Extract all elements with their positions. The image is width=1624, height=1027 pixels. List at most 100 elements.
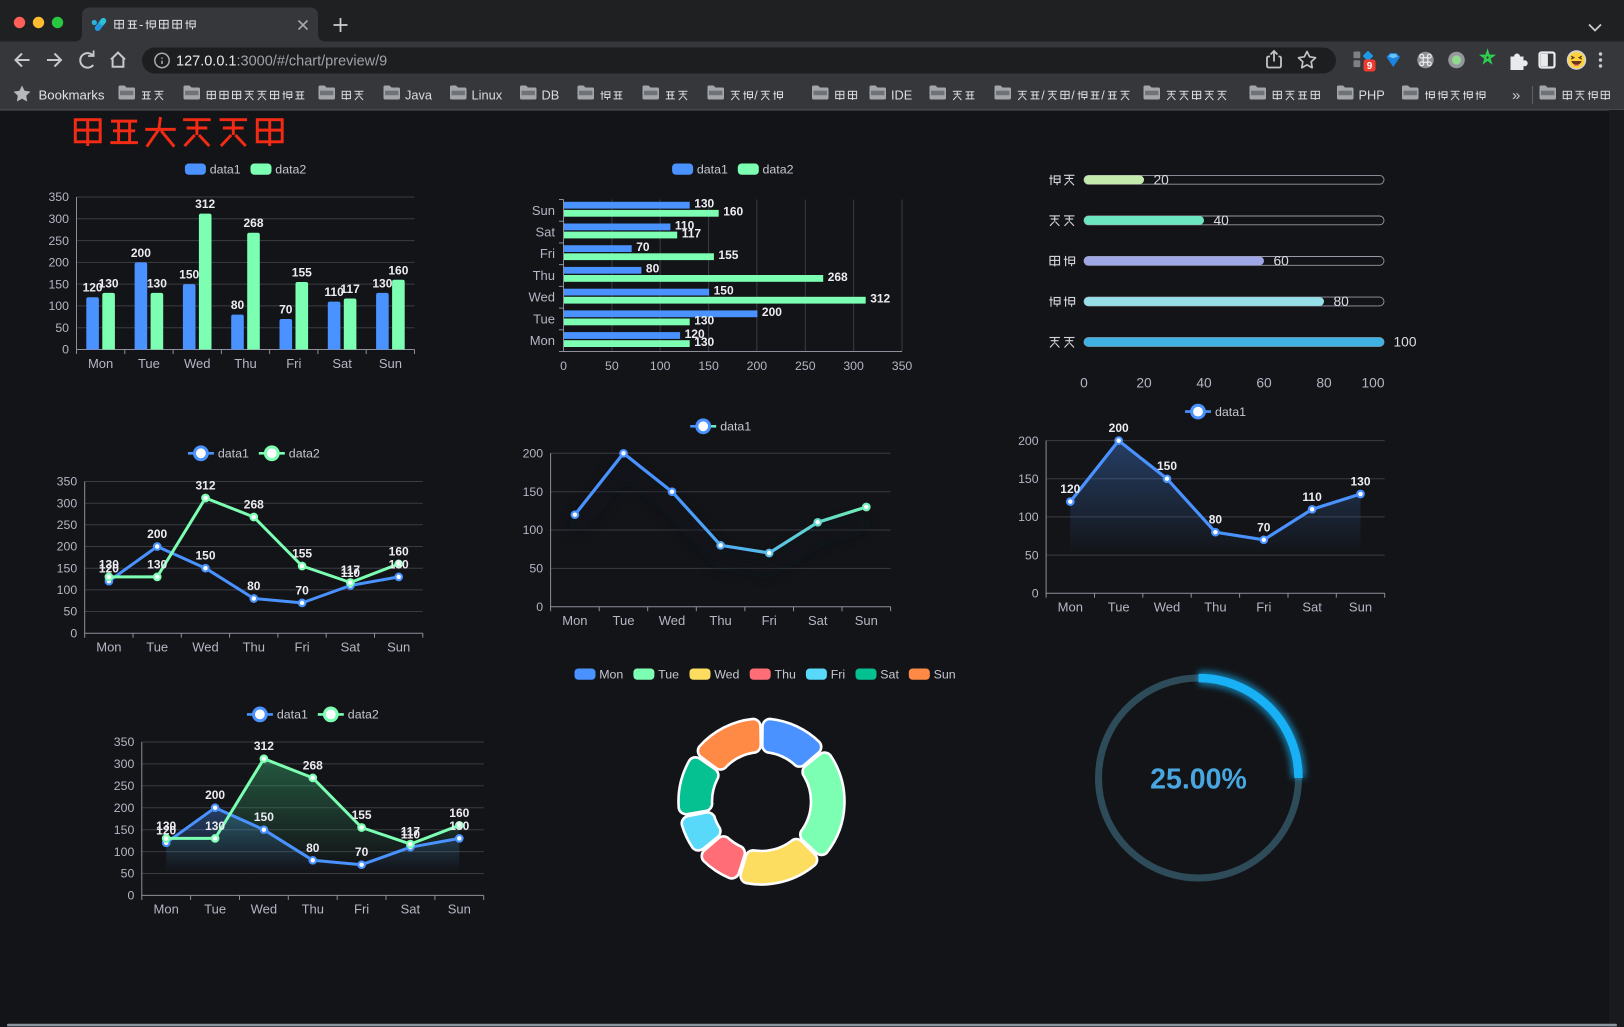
svg-text:312: 312 [254,739,274,753]
svg-text:data2: data2 [763,162,794,176]
svg-text:Sat: Sat [341,640,361,655]
svg-text:130: 130 [99,276,119,290]
svg-text:»: » [1512,87,1520,104]
svg-text:50: 50 [64,605,78,619]
svg-text:0: 0 [70,626,77,640]
svg-text:250: 250 [48,234,69,248]
svg-text:312: 312 [195,479,215,493]
svg-text:data1: data1 [277,708,308,722]
svg-text:117: 117 [682,226,702,240]
svg-text:120: 120 [1060,482,1080,496]
svg-text:Mon: Mon [1058,600,1083,615]
svg-text:20: 20 [1136,376,1152,391]
svg-text:Linux: Linux [472,88,503,103]
svg-text:200: 200 [48,256,69,270]
svg-text:350: 350 [57,475,78,489]
svg-text:0: 0 [560,359,567,373]
svg-text:268: 268 [303,758,323,772]
svg-text:70: 70 [1257,520,1271,534]
svg-text:300: 300 [843,359,864,373]
svg-text:200: 200 [147,527,167,541]
svg-text:268: 268 [244,498,264,512]
svg-text:100: 100 [57,583,78,597]
svg-text:130: 130 [694,335,714,349]
svg-text:130: 130 [694,313,714,327]
svg-text:150: 150 [57,561,78,575]
svg-text:200: 200 [1018,434,1039,448]
svg-text:80: 80 [1334,294,1350,309]
svg-text:117: 117 [401,825,421,839]
svg-text:160: 160 [449,806,469,820]
svg-text:80: 80 [1316,376,1332,391]
svg-text:80: 80 [306,841,320,855]
svg-text:Mon: Mon [562,613,587,628]
svg-text:data1: data1 [1215,405,1246,419]
svg-text:Tue: Tue [658,667,679,681]
svg-text:130: 130 [99,557,119,571]
svg-text:data2: data2 [289,447,320,461]
svg-text:50: 50 [121,867,135,881]
svg-text:150: 150 [114,823,135,837]
svg-text:300: 300 [57,496,78,510]
svg-text:100: 100 [1361,376,1384,391]
svg-text:110: 110 [675,218,695,232]
svg-text:130: 130 [372,276,392,290]
svg-text:Thu: Thu [302,902,324,917]
svg-text:Wed: Wed [1154,600,1181,615]
svg-text:117: 117 [341,563,361,577]
svg-text:50: 50 [605,359,619,373]
svg-text:-: - [139,17,143,32]
svg-text:312: 312 [195,197,215,211]
svg-text:200: 200 [131,246,151,260]
svg-text:130: 130 [449,819,469,833]
svg-text:20: 20 [1154,172,1170,187]
svg-text:Tue: Tue [1108,600,1130,615]
svg-text:110: 110 [1302,490,1322,504]
svg-text:Wed: Wed [659,613,686,628]
svg-text:50: 50 [529,562,543,576]
svg-text:200: 200 [762,305,782,319]
svg-text:Thu: Thu [775,667,796,681]
svg-text:Fri: Fri [286,356,301,371]
svg-text:0: 0 [536,600,543,614]
svg-text:data1: data1 [218,447,249,461]
svg-text:150: 150 [1018,472,1039,486]
svg-text:Sun: Sun [379,356,402,371]
svg-text:Tue: Tue [146,640,168,655]
svg-text:350: 350 [892,359,913,373]
svg-text:60: 60 [1256,376,1272,391]
svg-text::3000/#/chart/preview/9: :3000/#/chart/preview/9 [237,54,388,70]
svg-text:IDE: IDE [891,88,912,103]
svg-text:150: 150 [254,810,274,824]
svg-text:130: 130 [1350,475,1370,489]
svg-text:70: 70 [279,303,293,317]
svg-text:130: 130 [205,819,225,833]
svg-text:200: 200 [114,801,135,815]
svg-text:120: 120 [156,823,176,837]
svg-text:130: 130 [389,557,409,571]
svg-text:350: 350 [48,190,69,204]
svg-text:Fri: Fri [540,246,555,261]
svg-text:Sun: Sun [1349,600,1372,615]
svg-text:70: 70 [636,240,650,254]
svg-text:40: 40 [1196,376,1212,391]
svg-text:Thu: Thu [709,613,731,628]
svg-text:Wed: Wed [192,640,219,655]
svg-text:70: 70 [295,583,309,597]
svg-text:200: 200 [747,359,768,373]
svg-text:Wed: Wed [529,290,556,305]
svg-text:Sat: Sat [880,667,899,681]
svg-text:Sun: Sun [934,667,956,681]
svg-text:80: 80 [646,262,660,276]
svg-text:/: / [1041,88,1045,102]
svg-text:Wed: Wed [714,667,739,681]
svg-text:312: 312 [870,292,890,306]
svg-text:Mon: Mon [154,902,179,917]
svg-text:160: 160 [388,263,408,277]
svg-text:200: 200 [205,788,225,802]
svg-text:data1: data1 [210,162,241,176]
svg-text:0: 0 [1080,376,1088,391]
svg-text:DB: DB [542,88,560,103]
svg-text:155: 155 [718,248,738,262]
svg-text:300: 300 [48,212,69,226]
